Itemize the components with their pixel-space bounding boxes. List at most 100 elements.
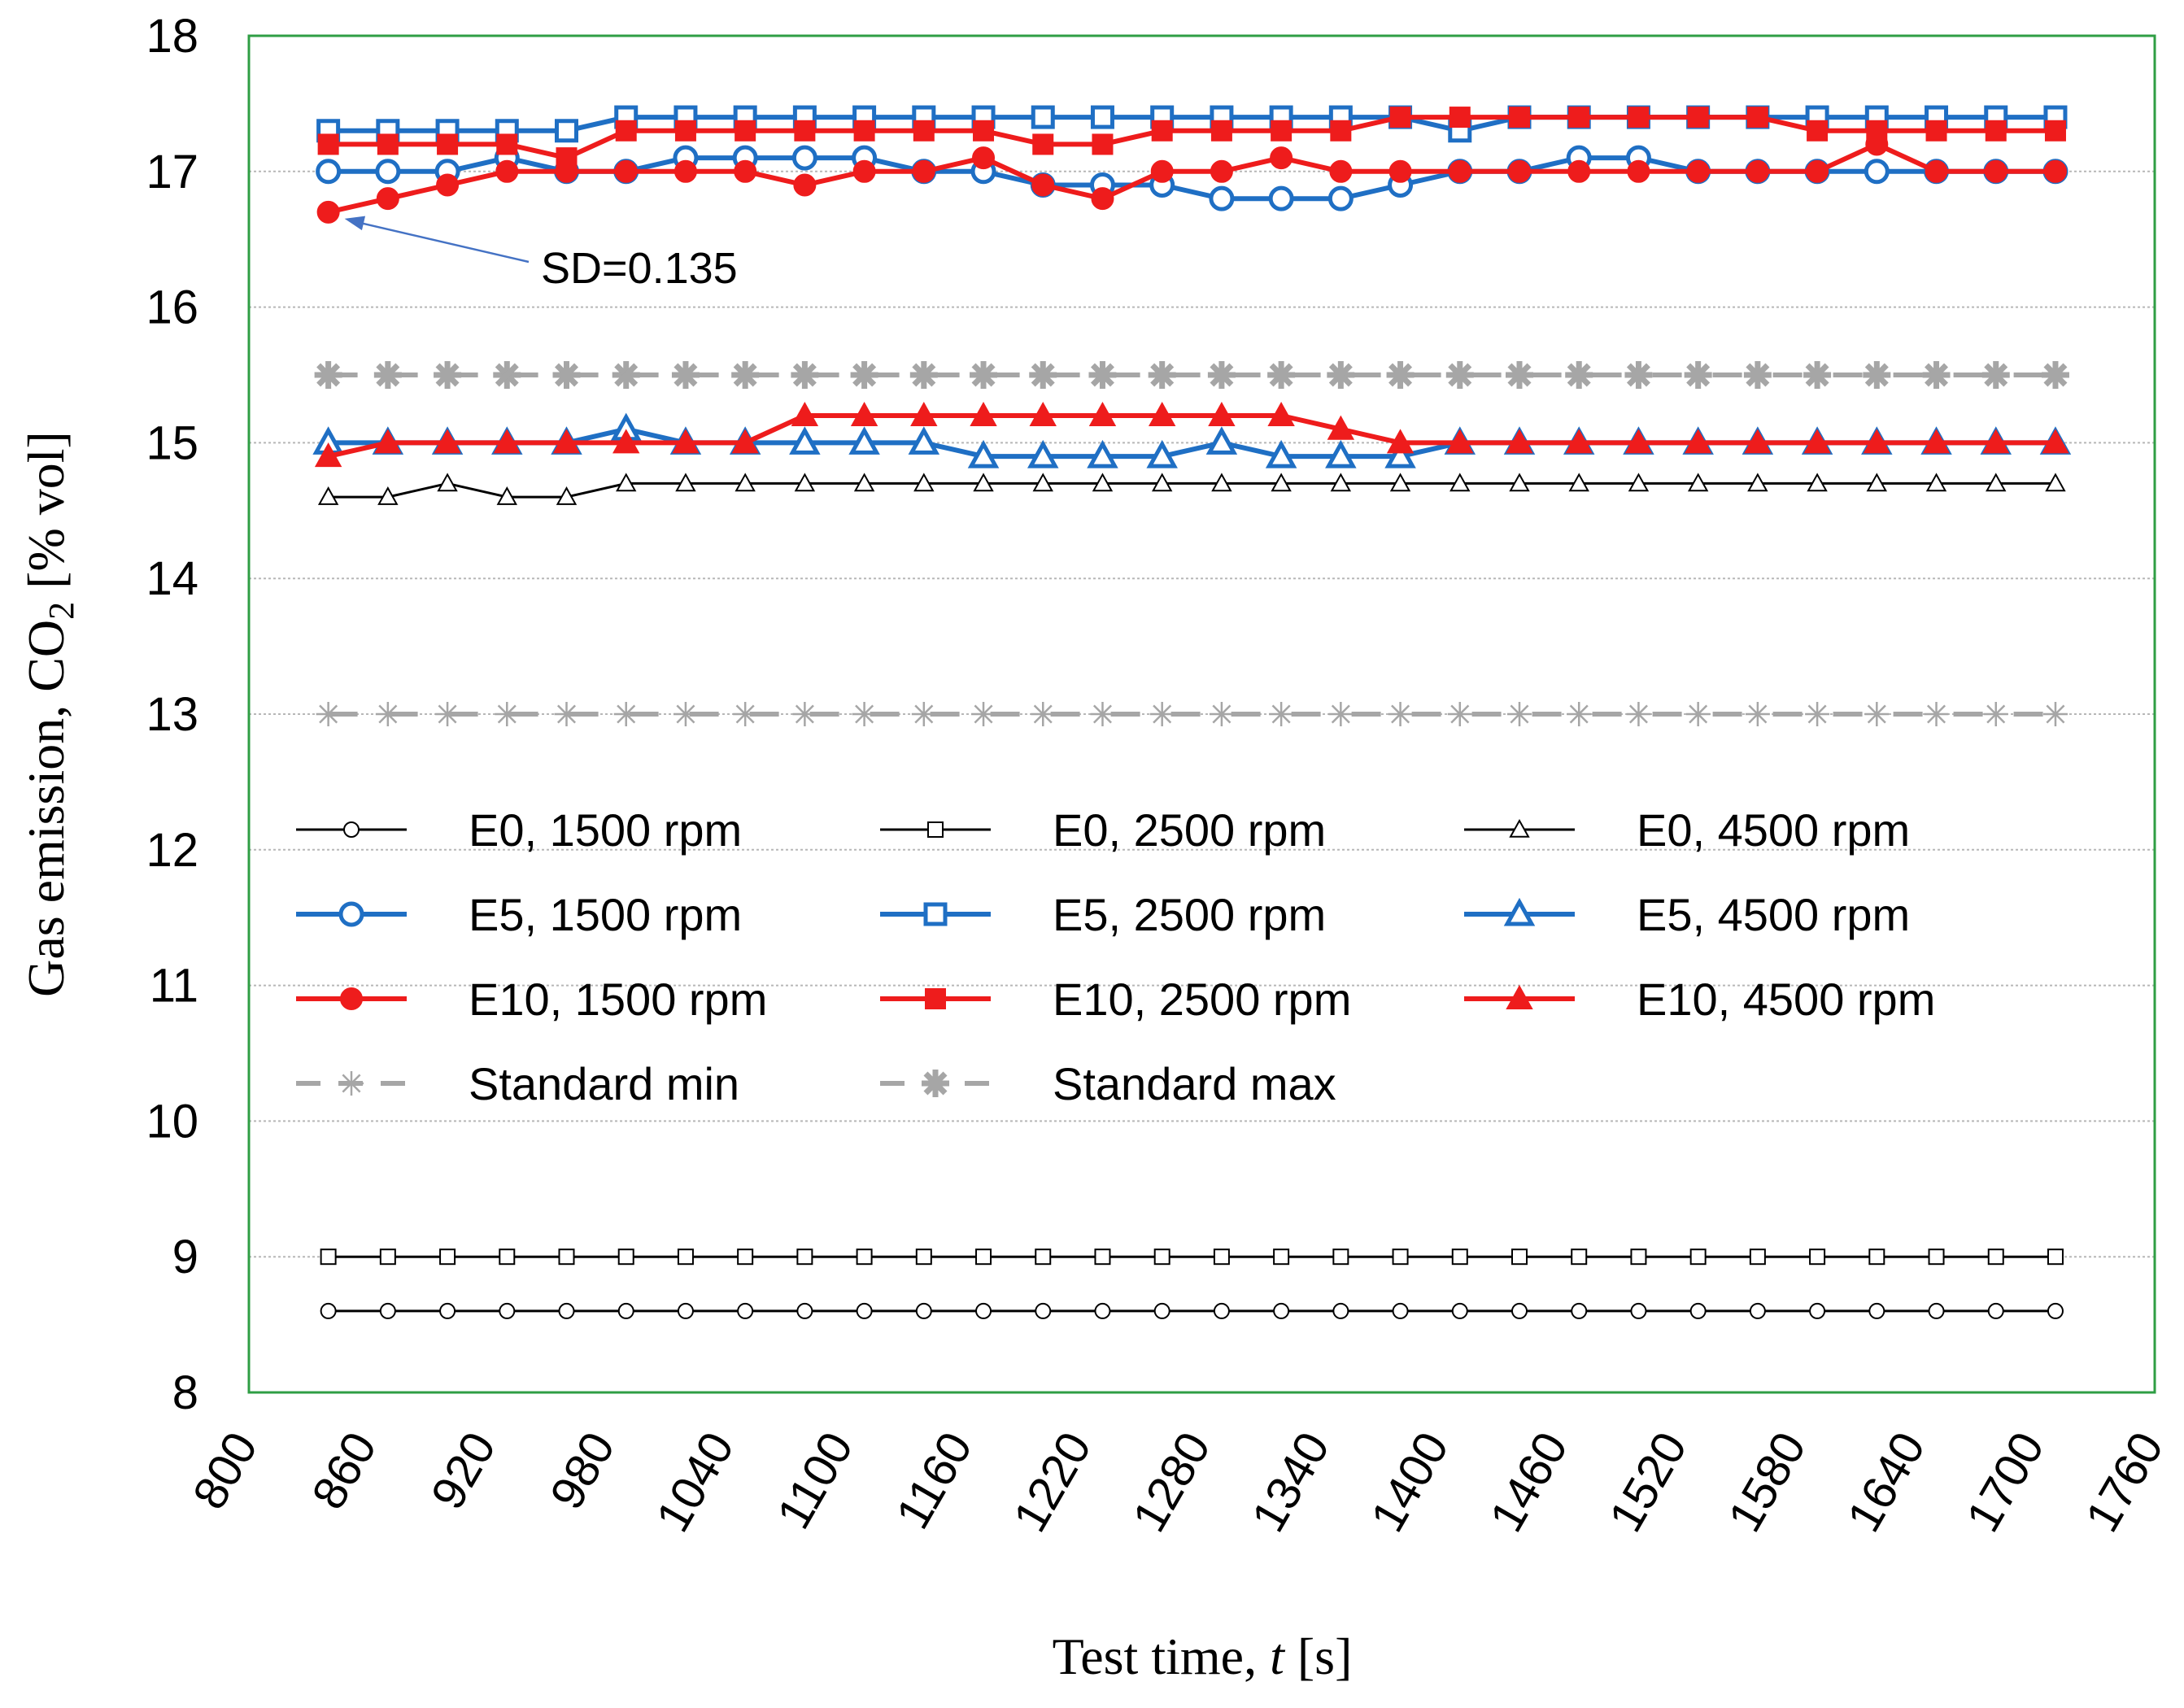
marker-stroke	[855, 704, 874, 724]
data-point	[1565, 429, 1593, 454]
data-point	[1269, 702, 1294, 726]
marker-stroke	[974, 704, 993, 724]
data-point	[499, 1248, 516, 1266]
data-point	[377, 133, 399, 155]
data-point	[1749, 1302, 1766, 1319]
data-point	[1332, 1248, 1349, 1266]
data-point	[1803, 429, 1831, 454]
data-point	[1982, 429, 2010, 454]
data-point	[911, 702, 936, 726]
y-tick-label: 12	[146, 824, 198, 877]
data-point	[1745, 702, 1770, 726]
legend-entry: E5, 1500 rpm	[296, 889, 742, 940]
data-point	[314, 361, 342, 389]
marker-stroke	[1033, 704, 1053, 724]
data-point	[850, 361, 878, 389]
data-point	[735, 473, 756, 492]
data-point	[1094, 1248, 1111, 1266]
data-point	[1032, 473, 1053, 492]
marker-stroke	[1271, 704, 1291, 724]
data-point	[912, 159, 935, 183]
data-point	[1506, 429, 1533, 454]
data-point	[793, 173, 817, 197]
data-point	[1213, 1302, 1230, 1319]
data-point	[1508, 159, 1531, 183]
marker-stroke	[342, 1074, 361, 1093]
data-point	[1571, 1302, 1588, 1319]
data-point	[1509, 473, 1530, 492]
data-point	[2047, 1248, 2064, 1266]
marker-stroke	[1510, 704, 1529, 724]
data-point	[558, 1248, 575, 1266]
legend-label: Standard max	[1053, 1058, 1336, 1109]
marker-stroke	[1925, 363, 1949, 387]
data-point	[439, 1302, 456, 1319]
y-tick-label: 11	[150, 960, 198, 1013]
legend-entry: E10, 4500 rpm	[1464, 974, 1935, 1025]
data-point	[1392, 1302, 1409, 1319]
data-point	[1447, 702, 1472, 726]
data-point	[1806, 159, 1829, 183]
data-point	[1327, 415, 1355, 440]
marker-stroke	[733, 363, 757, 387]
data-point	[1630, 1302, 1647, 1319]
legend-entry: E0, 1500 rpm	[296, 804, 742, 856]
data-point	[1209, 185, 1235, 211]
data-point	[1922, 361, 1951, 389]
data-point	[796, 1248, 813, 1266]
data-point	[1744, 429, 1772, 454]
data-point	[2041, 361, 2069, 389]
data-point	[617, 1248, 634, 1266]
data-point	[1749, 1248, 1766, 1266]
data-point	[1148, 401, 1176, 427]
data-point	[677, 1302, 694, 1319]
data-point	[913, 120, 935, 142]
data-point	[915, 1248, 932, 1266]
data-point	[1151, 473, 1173, 492]
data-point	[1743, 361, 1772, 389]
data-point	[1984, 159, 2007, 183]
data-point	[320, 1248, 337, 1266]
marker-stroke	[376, 363, 400, 387]
series-e10-4500-rpm	[314, 401, 2069, 468]
data-point	[848, 426, 880, 455]
marker-stroke	[319, 704, 338, 724]
marker-stroke	[557, 704, 576, 724]
data-point	[791, 361, 819, 389]
marker-stroke	[555, 363, 578, 387]
marker-stroke	[435, 363, 460, 387]
data-point	[1451, 1248, 1468, 1266]
legend-entry: E10, 2500 rpm	[880, 974, 1351, 1025]
data-point	[379, 1302, 396, 1319]
data-point	[555, 119, 578, 143]
data-point	[1922, 429, 1951, 454]
data-point	[737, 1302, 754, 1319]
marker-stroke	[1805, 363, 1829, 387]
data-point	[496, 133, 518, 155]
y-tick-label: 18	[146, 10, 198, 63]
marker-stroke	[1867, 704, 1886, 724]
data-point	[316, 200, 340, 224]
data-point	[1684, 429, 1712, 454]
data-point	[1803, 361, 1832, 389]
data-point	[1384, 439, 1416, 468]
data-point	[1388, 702, 1413, 726]
data-point	[339, 1071, 364, 1096]
data-point	[2042, 702, 2068, 726]
data-point	[1567, 702, 1592, 726]
data-point	[1746, 107, 1768, 129]
data-point	[1330, 120, 1352, 142]
series-e10-2500-rpm	[317, 107, 2066, 169]
data-point	[1389, 107, 1411, 129]
data-point	[673, 702, 698, 726]
data-point	[1271, 120, 1293, 142]
data-point	[1924, 702, 1949, 726]
data-point	[552, 429, 581, 454]
data-point	[1328, 702, 1354, 726]
data-point	[377, 486, 399, 505]
data-point	[343, 821, 360, 838]
data-point	[1029, 361, 1057, 389]
marker-stroke	[914, 704, 934, 724]
data-point	[1568, 107, 1590, 129]
